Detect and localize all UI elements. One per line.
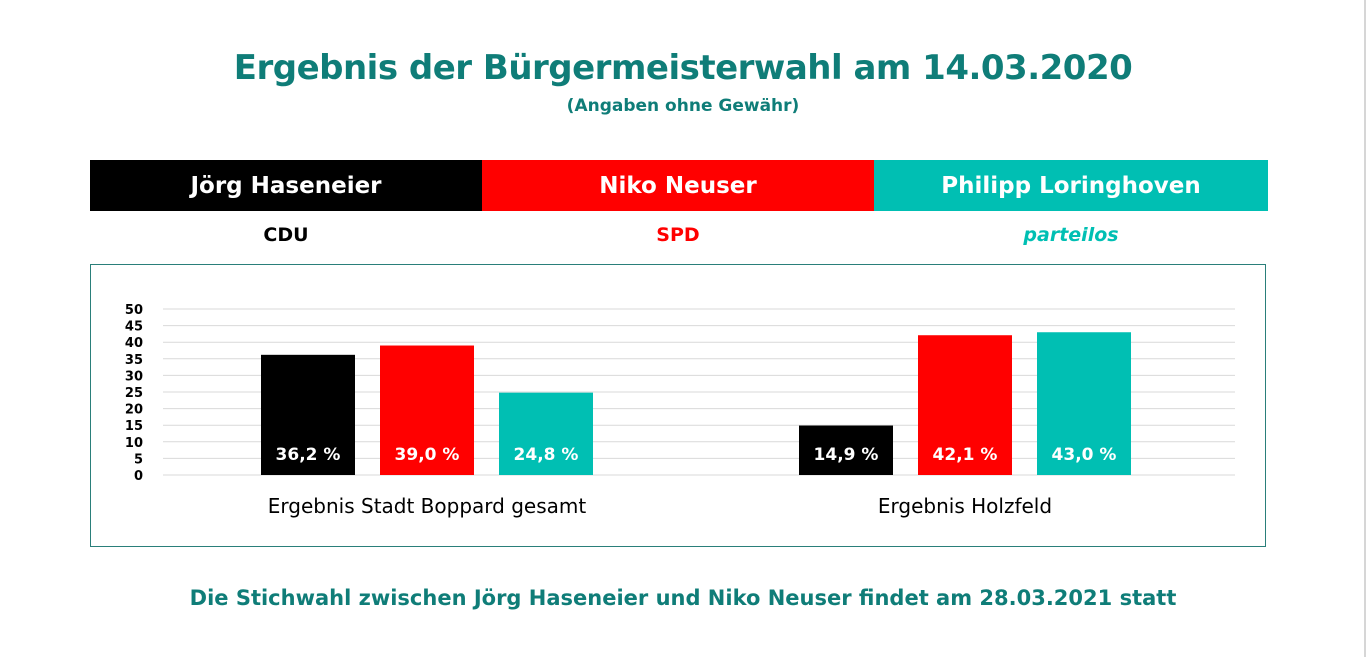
y-tick-label: 15 xyxy=(125,419,143,434)
bar-value-label: 43,0 % xyxy=(1052,445,1117,465)
bar xyxy=(918,335,1012,475)
candidate-banner-neuser: Niko Neuser xyxy=(482,160,874,211)
bar-value-label: 39,0 % xyxy=(395,445,460,465)
bar xyxy=(499,392,593,475)
page-title: Ergebnis der Bürgermeisterwahl am 14.03.… xyxy=(233,48,1133,88)
bar xyxy=(380,345,474,475)
page-subtitle: (Angaben ohne Gewähr) xyxy=(566,96,800,116)
bar-value-label: 36,2 % xyxy=(276,445,341,465)
bar xyxy=(261,354,355,475)
y-tick-label: 30 xyxy=(125,369,143,384)
party-label-parteilos: parteilos xyxy=(1023,224,1119,246)
party-label-cdu: CDU xyxy=(263,224,309,246)
scrollbar[interactable] xyxy=(1364,0,1366,657)
bar xyxy=(1037,332,1131,475)
party-label-spd: SPD xyxy=(656,224,700,246)
runoff-notice: Die Stichwahl zwischen Jörg Haseneier un… xyxy=(189,586,1177,610)
y-tick-label: 10 xyxy=(125,436,143,451)
bar-value-label: 42,1 % xyxy=(933,445,998,465)
y-tick-label: 25 xyxy=(125,386,143,401)
candidate-banner-haseneier: Jörg Haseneier xyxy=(90,160,482,211)
y-tick-label: 35 xyxy=(125,353,143,368)
y-tick-label: 45 xyxy=(125,320,143,335)
y-tick-label: 50 xyxy=(125,303,143,318)
bar-value-label: 24,8 % xyxy=(514,445,579,465)
category-label: Ergebnis Stadt Boppard gesamt xyxy=(268,494,587,518)
y-tick-label: 0 xyxy=(134,469,143,484)
y-tick-label: 40 xyxy=(125,336,143,351)
chart-frame: 0 5 10 15 20 25 30 35 40 45 50 36,2 % 39,0 % 24,8 % Er… xyxy=(90,264,1266,547)
y-tick-label: 5 xyxy=(134,452,143,467)
bar xyxy=(799,425,893,475)
candidate-banner-loringhoven: Philipp Loringhoven xyxy=(874,160,1268,211)
y-tick-label: 20 xyxy=(125,403,143,418)
category-label: Ergebnis Holzfeld xyxy=(878,494,1052,518)
bar-value-label: 14,9 % xyxy=(814,445,879,465)
